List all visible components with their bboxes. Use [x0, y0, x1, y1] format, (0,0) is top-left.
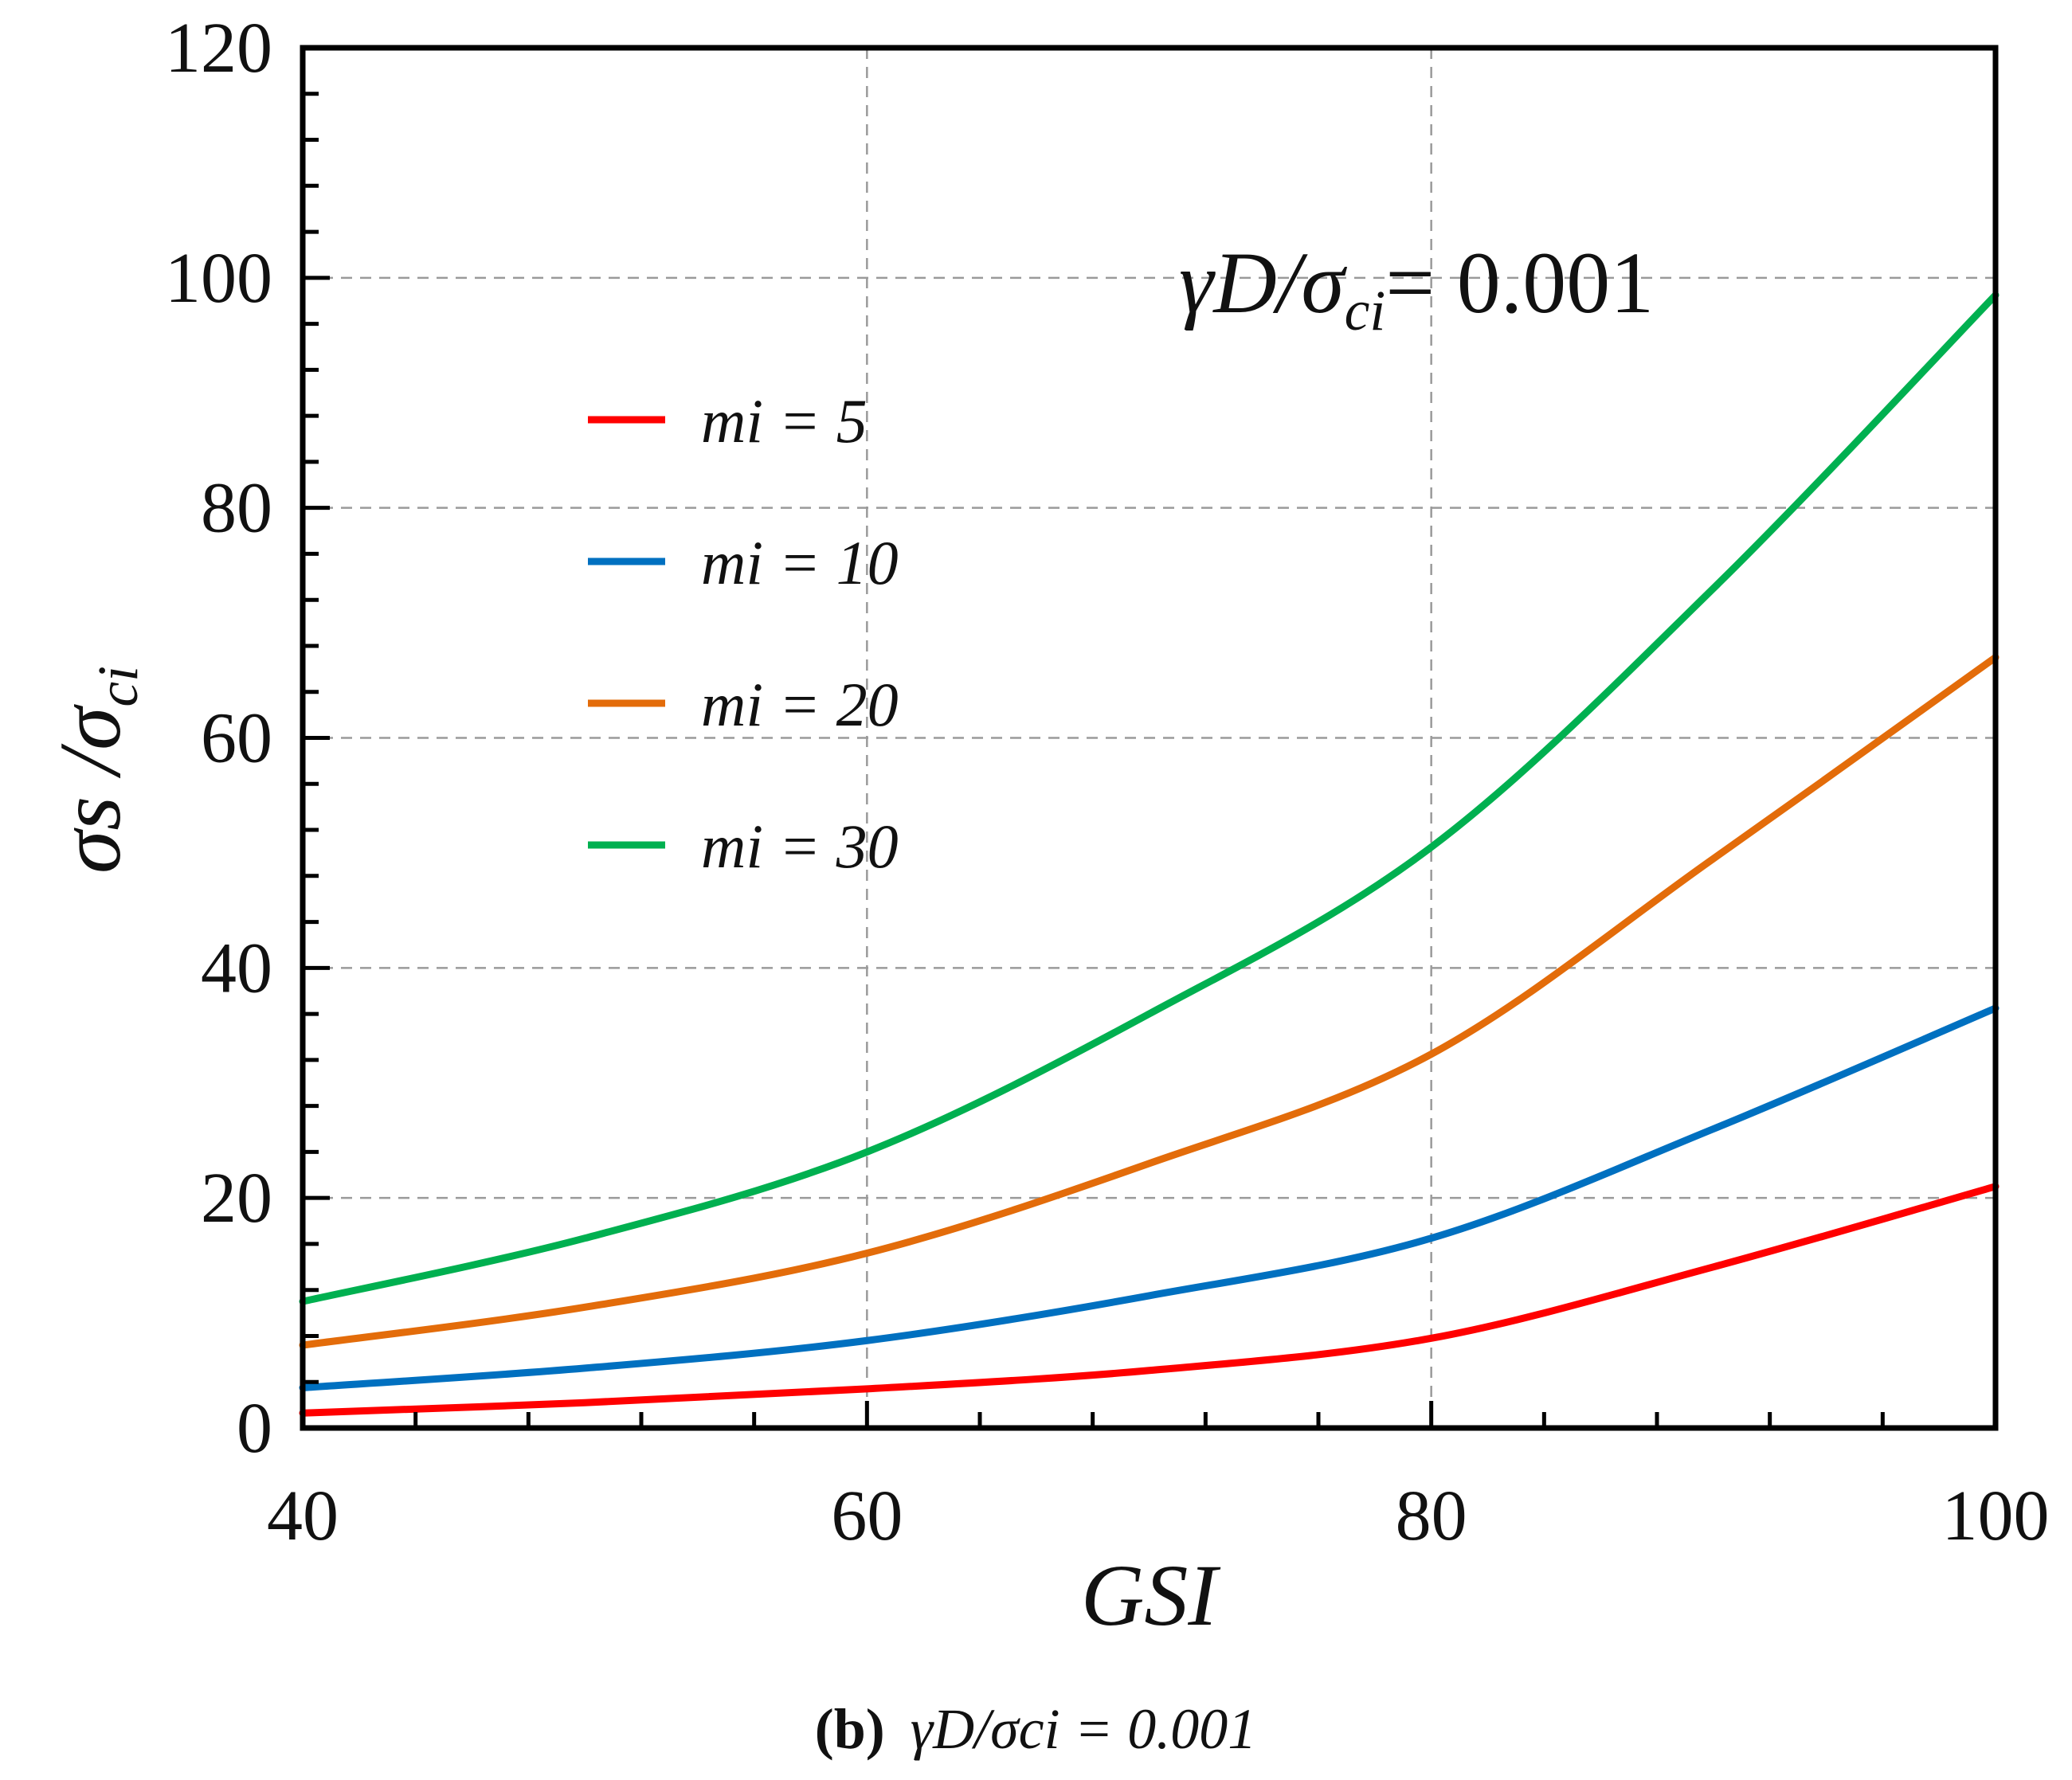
y-tick-label: 60 — [201, 699, 272, 778]
series-line-1 — [299, 1183, 2000, 1417]
caption-label: (b) — [815, 1697, 885, 1761]
tick-labels: 0 20 40 60 80 100 120 40 60 80 100 — [165, 9, 2050, 1555]
legend: mi = 5 mi = 10 mi = 20 mi = 30 — [588, 386, 899, 881]
axis-ticks — [300, 45, 1998, 1430]
series-line-4 — [299, 291, 2000, 1305]
legend-label-3: mi = 20 — [701, 670, 899, 739]
x-tick-label: 60 — [831, 1477, 903, 1555]
legend-label-2: mi = 10 — [701, 528, 899, 597]
grid-lines — [303, 48, 1996, 1428]
y-tick-label: 120 — [165, 9, 272, 88]
legend-label-4: mi = 30 — [701, 812, 899, 881]
caption-text: γD/σci = 0.001 — [911, 1697, 1256, 1761]
y-axis-title: σs /σci — [41, 666, 150, 874]
y-tick-label: 40 — [201, 929, 272, 1007]
y-tick-label: 20 — [201, 1159, 272, 1238]
chart-annotation: γD/σci= 0.001 — [1179, 234, 1654, 342]
legend-label-1: mi = 5 — [701, 386, 868, 456]
y-tick-label: 80 — [201, 469, 272, 548]
series-lines — [299, 291, 2000, 1417]
x-tick-label: 100 — [1942, 1477, 2050, 1555]
x-axis-title: GSI — [1081, 1547, 1220, 1644]
x-tick-label: 80 — [1396, 1477, 1467, 1555]
figure-caption: (b) γD/σci = 0.001 — [815, 1697, 1256, 1761]
series-line-3 — [299, 653, 2000, 1349]
x-tick-label: 40 — [267, 1477, 339, 1555]
series-line-2 — [299, 1004, 2000, 1391]
y-tick-label: 100 — [165, 239, 272, 318]
y-tick-label: 0 — [237, 1389, 272, 1468]
